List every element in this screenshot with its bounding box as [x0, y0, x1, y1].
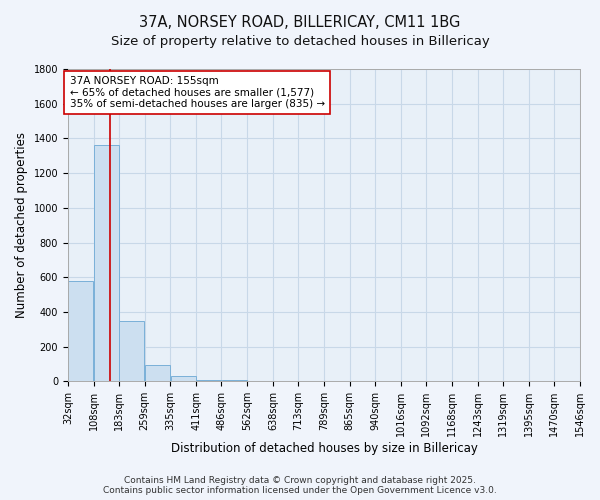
Bar: [222, 380, 247, 382]
Y-axis label: Number of detached properties: Number of detached properties: [15, 132, 28, 318]
Bar: [119, 320, 145, 382]
X-axis label: Distribution of detached houses by size in Billericay: Distribution of detached houses by size …: [170, 442, 478, 455]
Bar: [68, 280, 94, 382]
Text: Size of property relative to detached houses in Billericay: Size of property relative to detached ho…: [110, 35, 490, 48]
Text: Contains HM Land Registry data © Crown copyright and database right 2025.
Contai: Contains HM Land Registry data © Crown c…: [103, 476, 497, 495]
Text: 37A NORSEY ROAD: 155sqm
← 65% of detached houses are smaller (1,577)
35% of semi: 37A NORSEY ROAD: 155sqm ← 65% of detache…: [70, 76, 325, 109]
Text: 37A, NORSEY ROAD, BILLERICAY, CM11 1BG: 37A, NORSEY ROAD, BILLERICAY, CM11 1BG: [139, 15, 461, 30]
Bar: [196, 380, 221, 382]
Bar: [247, 381, 272, 382]
Bar: [94, 146, 119, 382]
Bar: [170, 376, 196, 382]
Bar: [145, 365, 170, 382]
